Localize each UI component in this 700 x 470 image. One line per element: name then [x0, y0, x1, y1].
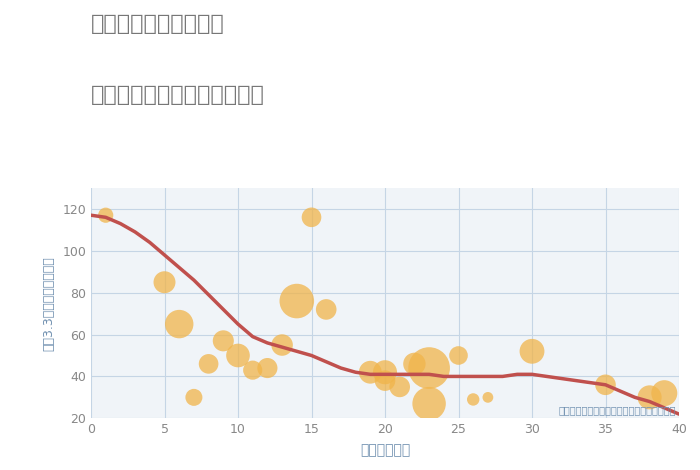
Text: 円の大きさは、取引のあった物件面積を示す: 円の大きさは、取引のあった物件面積を示す — [559, 405, 676, 415]
Point — [409, 360, 420, 368]
Text: 兵庫県姫路市龍野町の: 兵庫県姫路市龍野町の — [91, 14, 225, 34]
Point — [247, 367, 258, 374]
Point — [276, 341, 288, 349]
Point — [526, 347, 538, 355]
Point — [468, 396, 479, 403]
Point — [482, 393, 493, 401]
Point — [174, 321, 185, 328]
Point — [453, 352, 464, 359]
Point — [424, 364, 435, 372]
Point — [218, 337, 229, 345]
Point — [188, 393, 199, 401]
Point — [100, 212, 111, 219]
Point — [159, 278, 170, 286]
Point — [379, 368, 391, 376]
Text: 築年数別中古マンション価格: 築年数別中古マンション価格 — [91, 85, 265, 105]
Point — [394, 383, 405, 391]
Point — [203, 360, 214, 368]
Point — [424, 400, 435, 407]
Point — [644, 393, 655, 401]
Y-axis label: 坪（3.3㎡）単価（万円）: 坪（3.3㎡）単価（万円） — [42, 256, 55, 351]
Point — [659, 390, 670, 397]
Point — [291, 298, 302, 305]
Point — [365, 368, 376, 376]
Point — [306, 213, 317, 221]
Point — [321, 306, 332, 313]
Point — [232, 352, 244, 359]
X-axis label: 築年数（年）: 築年数（年） — [360, 443, 410, 457]
Point — [379, 377, 391, 384]
Point — [600, 381, 611, 389]
Point — [262, 364, 273, 372]
